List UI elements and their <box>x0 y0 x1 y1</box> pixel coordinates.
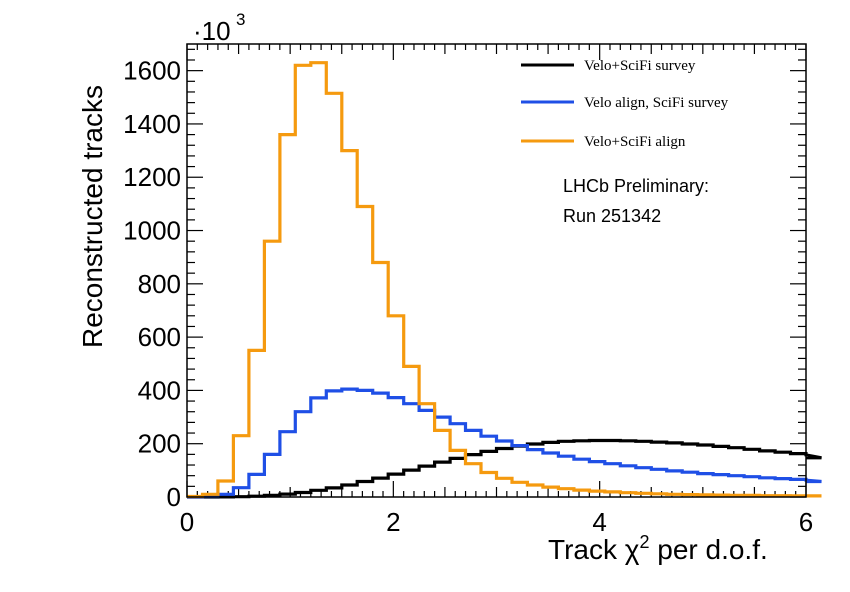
y-tick-label: 800 <box>138 269 181 299</box>
x-axis-title: Track χ2 per d.o.f. <box>548 532 768 565</box>
legend-label-full-align: Velo+SciFi align <box>584 134 686 150</box>
x-axis-title-tail: per d.o.f. <box>649 534 767 565</box>
y-tick-label: 0 <box>167 482 181 512</box>
x-axis-title-main: Track <box>548 534 625 565</box>
plot-frame <box>186 43 807 498</box>
legend: Velo+SciFi survey Velo align, SciFi surv… <box>521 58 729 150</box>
annotation-line-1: LHCb Preliminary: <box>563 176 709 196</box>
series-line-1 <box>187 387 822 499</box>
ticks-layer: 0 2 4 6 0 200 400 600 800 1000 1200 1400 1600 <box>123 44 813 537</box>
annotation-line-2: Run 251342 <box>563 206 661 226</box>
y-tick-label: 1400 <box>123 109 181 139</box>
y-multiplier-exponent: 3 <box>236 10 245 29</box>
y-tick-label: 400 <box>138 375 181 405</box>
y-multiplier-prefix: ·10 <box>193 16 231 46</box>
series-line-0 <box>187 438 822 499</box>
x-axis-title-sup: 2 <box>639 532 649 552</box>
series-line-2 <box>187 61 822 499</box>
y-tick-label: 600 <box>138 322 181 352</box>
series-layer <box>187 61 822 499</box>
x-tick-label: 2 <box>386 507 400 537</box>
y-tick-label: 200 <box>138 429 181 459</box>
y-tick-label: 1600 <box>123 56 181 86</box>
x-tick-label: 4 <box>592 507 606 537</box>
y-tick-label: 1000 <box>123 216 181 246</box>
x-tick-label: 0 <box>180 507 194 537</box>
y-tick-label: 1200 <box>123 162 181 192</box>
legend-label-survey: Velo+SciFi survey <box>584 58 696 74</box>
y-multiplier: ·10 3 <box>193 10 245 46</box>
x-axis-title-chi: χ <box>625 534 640 565</box>
x-tick-label: 6 <box>799 507 813 537</box>
legend-label-velo-align: Velo align, SciFi survey <box>584 95 729 111</box>
y-axis-title: Reconstructed tracks <box>77 85 108 348</box>
